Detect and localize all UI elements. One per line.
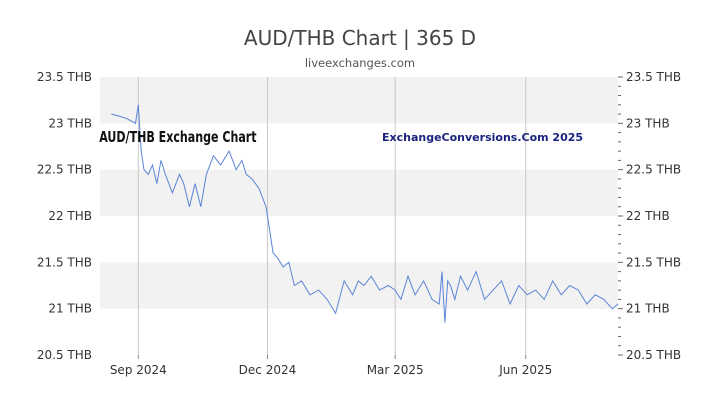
y-tick-label-left: 22 THB — [48, 209, 92, 223]
y-tick-label-left: 23.5 THB — [37, 70, 92, 84]
y-tick-label-right: 23 THB — [626, 116, 670, 130]
y-tick-label-right: 20.5 THB — [626, 348, 681, 362]
y-tick-label-right: 21 THB — [626, 302, 670, 316]
band-3 — [100, 169, 618, 216]
x-axis-labels: Sep 2024 Dec 2024 Mar 2025 Jun 2025 — [110, 363, 552, 377]
band-0 — [100, 308, 618, 355]
annotation-right: ExchangeConversions.Com 2025 — [382, 131, 583, 144]
x-tick-label: Jun 2025 — [498, 363, 552, 377]
y-axis-ticks — [618, 76, 623, 356]
band-5 — [100, 77, 618, 124]
y-tick-label-left: 22.5 THB — [37, 163, 92, 177]
y-tick-label-right: 23.5 THB — [626, 70, 681, 84]
x-tick-label: Dec 2024 — [239, 363, 297, 377]
chart-source: liveexchanges.com — [304, 56, 416, 70]
chart-title: AUD/THB Chart | 365 D — [243, 26, 477, 50]
horizontal-bands — [100, 77, 618, 355]
band-2 — [100, 216, 618, 263]
y-tick-label-right: 22.5 THB — [626, 163, 681, 177]
y-axis-right-labels: 20.5 THB 21 THB 21.5 THB 22 THB 22.5 THB 23 T… — [626, 70, 681, 362]
annotation-left: AUD/THB Exchange Chart — [99, 129, 256, 146]
band-1 — [100, 262, 618, 309]
band-4 — [100, 123, 618, 170]
x-tick-label: Mar 2025 — [367, 363, 424, 377]
y-tick-label-left: 20.5 THB — [37, 348, 92, 362]
y-tick-label-left: 21 THB — [48, 302, 92, 316]
series-line — [111, 104, 619, 323]
y-tick-label-right: 21.5 THB — [626, 255, 681, 269]
y-tick-label-right: 22 THB — [626, 209, 670, 223]
y-axis-left-labels: 20.5 THB 21 THB 21.5 THB 22 THB 22.5 THB 23 T… — [37, 70, 92, 362]
y-tick-label-left: 21.5 THB — [37, 255, 92, 269]
y-tick-label-left: 23 THB — [48, 116, 92, 130]
x-tick-label: Sep 2024 — [110, 363, 167, 377]
